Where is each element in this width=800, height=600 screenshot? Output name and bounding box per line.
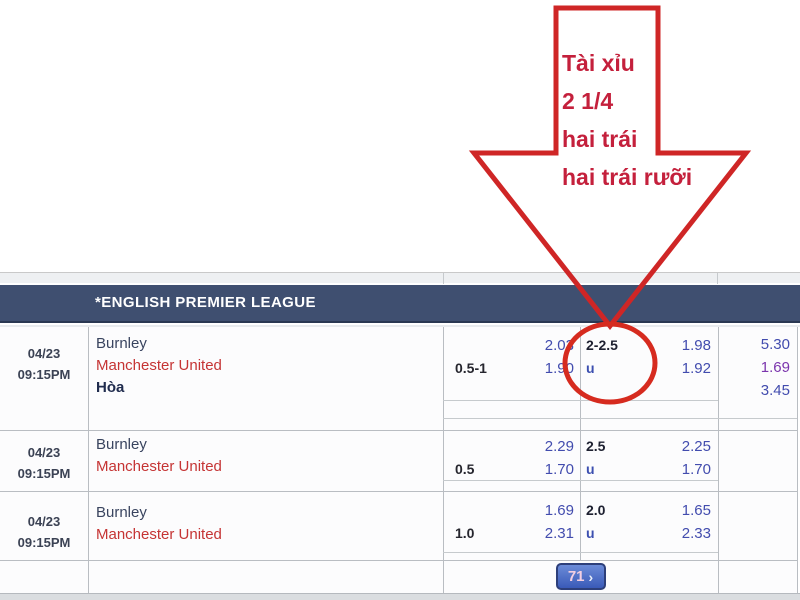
annotation-line: Tài xỉu	[562, 50, 635, 76]
handicap-away-odds[interactable]: 1.90	[544, 360, 574, 377]
handicap-away-odds[interactable]: 2.31	[544, 525, 574, 542]
grid-line	[443, 327, 444, 593]
under-label: u	[586, 525, 595, 541]
under-odds[interactable]: 1.70	[681, 461, 711, 478]
annotation-line: hai trái rưỡi	[562, 164, 693, 190]
home-team: Burnley	[96, 504, 147, 521]
page-count: 71	[567, 568, 585, 585]
row-divider	[0, 491, 797, 492]
next-page-button[interactable]: 71 ›	[555, 563, 606, 590]
match-date: 04/23	[27, 445, 61, 460]
over-under-line: 2-2.5	[586, 337, 618, 353]
row-divider	[0, 560, 797, 561]
teams-cell: Burnley Manchester United Hòa	[96, 333, 436, 399]
handicap-line: 0.5	[455, 461, 475, 477]
away-team: Manchester United	[96, 526, 222, 543]
handicap-line: 0.5-1	[455, 360, 487, 376]
grid-line	[88, 327, 89, 593]
over-odds[interactable]: 1.98	[681, 337, 711, 354]
match-row: 04/23 09:15PM Burnley Manchester United …	[0, 327, 797, 430]
under-label: u	[586, 461, 595, 477]
match-date: 04/23	[27, 346, 61, 361]
match-datetime: 04/23 09:15PM	[0, 343, 88, 385]
1x2-home-odds[interactable]: 5.30	[760, 336, 790, 353]
annotation-line: hai trái	[562, 126, 638, 152]
handicap-home-odds[interactable]: 2.03	[544, 337, 574, 354]
away-team: Manchester United	[96, 458, 222, 475]
1x2-cell: 5.30 1.69 3.45	[718, 333, 790, 402]
match-row: 04/23 09:15PM Burnley Manchester United …	[0, 430, 797, 491]
table-bottom-strip	[0, 593, 800, 600]
draw-label: Hòa	[96, 379, 125, 396]
grid-line	[443, 273, 444, 284]
over-odds[interactable]: 1.65	[681, 502, 711, 519]
league-header-bar: *ENGLISH PREMIER LEAGUE	[0, 285, 800, 323]
match-time: 09:15PM	[17, 367, 71, 382]
annotation-note: Tài xỉu 2 1/4 hai trái hai trái rưỡi	[562, 44, 692, 196]
grid-line	[797, 327, 798, 593]
chevron-right-icon: ›	[588, 568, 594, 585]
annotation-line: 2 1/4	[562, 88, 614, 114]
1x2-away-odds[interactable]: 3.45	[760, 382, 790, 399]
teams-cell: Burnley Manchester United	[96, 434, 436, 478]
under-odds[interactable]: 1.92	[681, 360, 711, 377]
over-under-line: 2.0	[586, 502, 606, 518]
match-datetime: 04/23 09:15PM	[0, 442, 88, 484]
over-under-line: 2.5	[586, 438, 606, 454]
league-title: *ENGLISH PREMIER LEAGUE	[95, 294, 316, 311]
grid-line	[443, 552, 718, 553]
under-odds[interactable]: 2.33	[681, 525, 711, 542]
grid-line	[580, 327, 581, 560]
teams-cell: Burnley Manchester United	[96, 502, 436, 546]
table-top-border	[0, 272, 800, 273]
table-body-background	[0, 327, 797, 593]
grid-line	[443, 418, 797, 419]
handicap-home-odds[interactable]: 2.29	[544, 438, 574, 455]
match-time: 09:15PM	[17, 466, 71, 481]
pre-header-strip	[0, 273, 800, 284]
home-team: Burnley	[96, 335, 147, 352]
over-under-cell: 2.0 1.65 u 2.33	[586, 499, 711, 545]
handicap-cell: 1.69 1.0 2.31	[449, 499, 574, 545]
handicap-cell: 2.03 0.5-1 1.90	[449, 334, 574, 380]
handicap-away-odds[interactable]: 1.70	[544, 461, 574, 478]
under-label: u	[586, 360, 595, 376]
match-row: 04/23 09:15PM Burnley Manchester United …	[0, 491, 797, 560]
pagination-zone: 71 ›	[443, 560, 718, 593]
handicap-cell: 2.29 0.5 1.70	[449, 435, 574, 481]
over-under-cell: 2-2.5 1.98 u 1.92	[586, 334, 711, 380]
grid-line	[443, 480, 718, 481]
divider	[0, 325, 800, 327]
row-divider	[0, 430, 797, 431]
1x2-draw-odds[interactable]: 1.69	[760, 359, 790, 376]
away-team: Manchester United	[96, 357, 222, 374]
over-under-cell: 2.5 2.25 u 1.70	[586, 435, 711, 481]
match-time: 09:15PM	[17, 535, 71, 550]
over-odds[interactable]: 2.25	[681, 438, 711, 455]
home-team: Burnley	[96, 436, 147, 453]
grid-line	[718, 327, 719, 593]
match-datetime: 04/23 09:15PM	[0, 511, 88, 553]
grid-line	[717, 273, 718, 284]
handicap-line: 1.0	[455, 525, 475, 541]
match-date: 04/23	[27, 514, 61, 529]
handicap-home-odds[interactable]: 1.69	[544, 502, 574, 519]
